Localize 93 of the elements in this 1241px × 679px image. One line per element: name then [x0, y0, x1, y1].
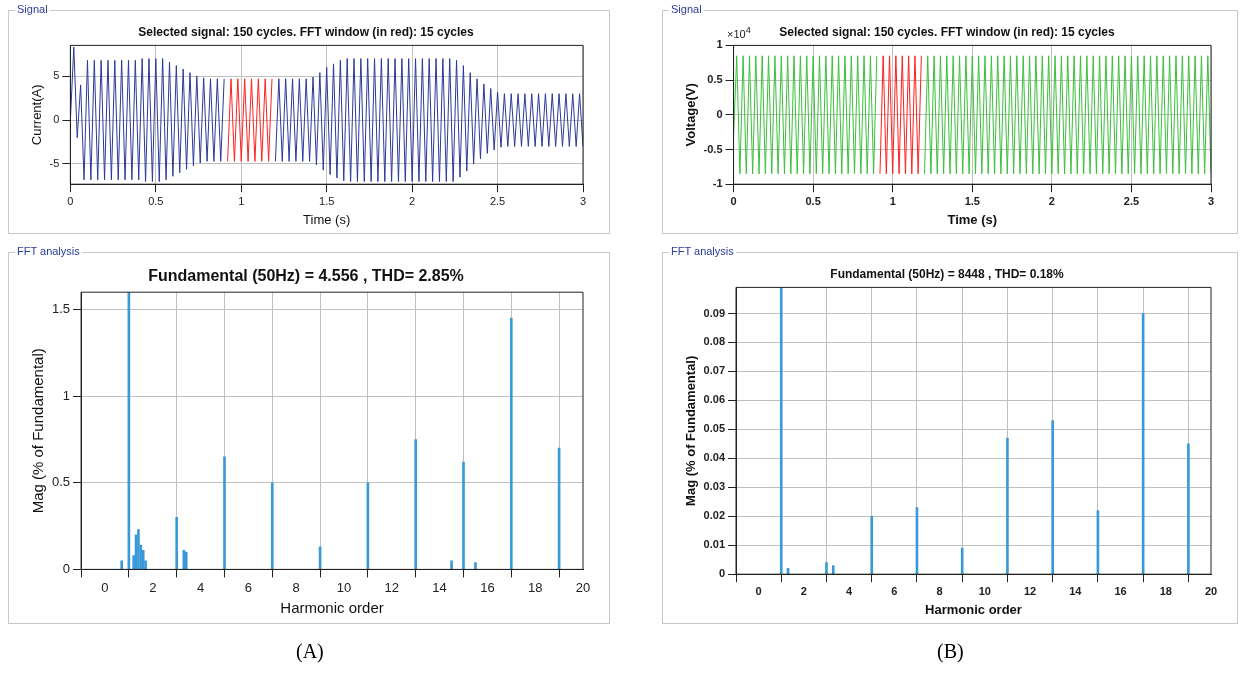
- x-tick-label: 18: [527, 579, 543, 595]
- x-axis-title: Harmonic order: [280, 599, 384, 617]
- bar: [960, 547, 964, 575]
- x-tick-label: 16: [1114, 584, 1127, 597]
- bar: [825, 562, 828, 575]
- y-axis-title: Current(A): [29, 84, 45, 146]
- x-tick-label: 12: [1023, 584, 1037, 597]
- y-tick-label: 0.07: [703, 364, 726, 377]
- x-tick-label: 4: [196, 579, 205, 595]
- chart-title: Selected signal: 150 cycles. FFT window (in red): 15 cycles: [779, 24, 1116, 39]
- text: Signal: [669, 3, 704, 15]
- x-tick-label: 16: [480, 579, 495, 595]
- y-tick-label: 0.05: [703, 422, 726, 435]
- x-tick-label: 6: [891, 584, 898, 597]
- bar: [450, 560, 453, 570]
- x-tick-label: 14: [432, 579, 447, 595]
- bar: [175, 517, 179, 570]
- bar: [120, 560, 124, 570]
- x-tick-label: 3: [1207, 194, 1215, 207]
- y-tick-label: 0.03: [703, 480, 726, 493]
- y-tick-label: 0.06: [703, 393, 726, 406]
- y-tick-label: -5: [49, 157, 60, 170]
- x-tick-label: 1.5: [319, 194, 335, 207]
- x-axis-title: Time (s): [947, 211, 998, 227]
- x-tick-label: 0.5: [805, 194, 821, 207]
- x-tick-label: 2: [800, 584, 807, 597]
- y-tick-label: 0: [62, 560, 71, 576]
- bar: [1187, 443, 1190, 575]
- x-tick-label: 10: [978, 584, 991, 597]
- x-tick-label: 20: [1204, 584, 1218, 597]
- x-tick-label: 20: [575, 579, 591, 595]
- y-tick-label: 5: [53, 69, 60, 82]
- bar: [1006, 437, 1009, 575]
- y-tick-label: 0.01: [703, 538, 726, 551]
- chart-title: Selected signal: 150 cycles. FFT window (in red): 15 cycles: [138, 24, 475, 39]
- y-tick-label: 1: [716, 38, 723, 51]
- bar: [414, 439, 418, 570]
- x-tick-label: 4: [846, 584, 854, 597]
- text: ×10$^{4}$: [727, 25, 751, 40]
- bar: [223, 456, 226, 570]
- x-tick-label: 1: [238, 194, 245, 207]
- bar: [831, 565, 835, 575]
- bar: [462, 461, 465, 570]
- y-tick-label: 0.02: [703, 509, 726, 522]
- x-tick-label: 0: [755, 584, 762, 597]
- text: (A): [296, 640, 324, 663]
- x-tick-label: 0: [101, 579, 109, 595]
- y-tick-label: -0.5: [703, 142, 723, 155]
- bar: [474, 562, 477, 570]
- y-axis-title: Mag (% of Fundamental): [29, 348, 47, 514]
- y-tick-label: 0.5: [707, 73, 723, 86]
- x-axis-title: Time (s): [303, 211, 351, 227]
- x-tick-label: 2: [1048, 194, 1055, 207]
- text: Signal: [15, 3, 50, 15]
- x-tick-label: 3: [579, 194, 587, 207]
- y-tick-label: 0.04: [703, 451, 726, 464]
- y-tick-label: 1.5: [51, 301, 71, 317]
- y-tick-label: 0.08: [703, 335, 726, 348]
- y-tick-label: 0.09: [703, 306, 726, 319]
- x-tick-label: 2.5: [489, 194, 506, 207]
- x-tick-label: 1: [889, 194, 896, 207]
- x-tick-label: 2: [409, 194, 416, 207]
- x-tick-label: 1.5: [964, 194, 980, 207]
- y-axis-title: Voltage(V): [683, 83, 699, 147]
- bar: [1051, 420, 1054, 575]
- chart-title: Fundamental (50Hz) = 4.556 , THD= 2.85%: [148, 267, 464, 285]
- x-tick-label: 12: [384, 579, 400, 595]
- bar: [137, 529, 140, 570]
- text: (B): [937, 640, 964, 663]
- y-tick-label: -1: [712, 177, 723, 190]
- y-axis-title: Mag (% of Fundamental): [683, 355, 699, 506]
- x-tick-label: 10: [336, 579, 352, 595]
- text: FFT analysis: [15, 245, 82, 257]
- bar: [509, 317, 513, 570]
- x-tick-label: 2: [149, 579, 157, 595]
- x-tick-label: 6: [244, 579, 252, 595]
- y-tick-label: 0: [718, 567, 726, 580]
- bar: [870, 515, 874, 575]
- x-tick-label: 0.5: [148, 194, 164, 207]
- x-tick-label: 18: [1159, 584, 1172, 597]
- text: FFT analysis: [669, 245, 736, 257]
- y-tick-label: 0: [53, 113, 60, 126]
- y-tick-label: 1: [62, 387, 71, 403]
- x-tick-label: 0: [730, 194, 737, 207]
- bar: [270, 482, 274, 570]
- chart-title: Fundamental (50Hz) = 8448 , THD= 0.18%: [830, 266, 1065, 281]
- x-tick-label: 14: [1069, 584, 1083, 597]
- x-tick-label: 2.5: [1123, 194, 1140, 207]
- y-tick-label: 0: [716, 107, 723, 120]
- x-axis-title: Harmonic order: [925, 601, 1022, 617]
- x-tick-label: 8: [292, 579, 300, 595]
- x-tick-label: 8: [936, 584, 943, 597]
- y-tick-label: 0.5: [51, 474, 71, 490]
